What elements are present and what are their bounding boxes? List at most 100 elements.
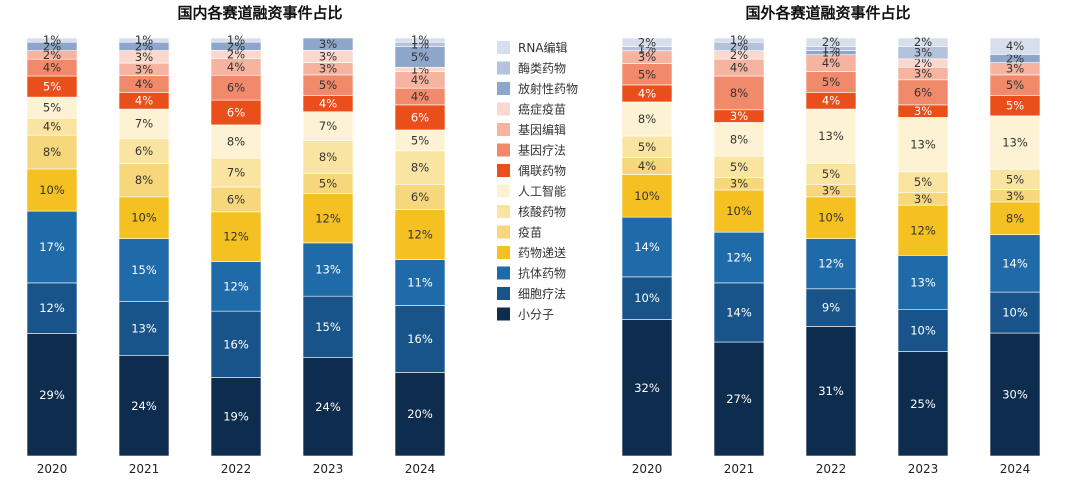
bar-segment (989, 115, 1041, 170)
bar-segment (713, 282, 765, 343)
legend-swatch (497, 102, 510, 116)
bar-data-label: 10% (818, 211, 844, 225)
bar-data-label: 6% (227, 192, 245, 206)
bar-data-label: 5% (411, 50, 429, 64)
bar-data-label: 12% (910, 223, 936, 237)
bar-data-label: 4% (411, 90, 429, 104)
bar-segment (118, 355, 170, 457)
legend-label: 小分子 (518, 308, 554, 322)
bar-data-label: 8% (43, 145, 61, 159)
bar-data-label: 4% (730, 61, 748, 75)
bar-data-label: 4% (822, 56, 840, 70)
bar-data-label: 20% (407, 407, 433, 421)
bar-segment (897, 255, 949, 311)
bar-data-label: 16% (407, 332, 433, 346)
bar-data-label: 8% (730, 132, 748, 146)
bar-segment (26, 333, 78, 457)
bar-segment (210, 37, 262, 43)
bar-data-label: 2% (914, 56, 932, 70)
bar-segment (897, 351, 949, 457)
x-tick-label: 2021 (129, 462, 160, 476)
bar-segment (118, 301, 170, 356)
bar-data-label: 1% (135, 33, 153, 47)
bar-data-label: 12% (315, 211, 341, 225)
bar-data-label: 9% (822, 301, 840, 315)
bar-data-label: 8% (227, 134, 245, 148)
bar-data-label: 5% (411, 133, 429, 147)
bar-segment (394, 259, 446, 306)
bar-segment (302, 111, 354, 141)
bar-data-label: 6% (227, 105, 245, 119)
bar-segment (118, 238, 170, 302)
bar-data-label: 6% (411, 110, 429, 124)
bar-data-label: 12% (818, 257, 844, 271)
bar-segment (805, 108, 857, 164)
bar-data-label: 13% (818, 129, 844, 143)
bar-data-label: 10% (39, 183, 65, 197)
bar-segment (897, 37, 949, 47)
x-tick-label: 2022 (221, 462, 252, 476)
bar-data-label: 4% (135, 94, 153, 108)
bar-data-label: 16% (223, 337, 249, 351)
bar-data-label: 5% (1006, 99, 1024, 113)
bar-data-label: 4% (227, 60, 245, 74)
bar-segment (210, 157, 262, 188)
bar-data-label: 8% (135, 173, 153, 187)
bar-data-label: 2% (822, 35, 840, 49)
bar-data-label: 5% (822, 75, 840, 89)
bar-segment (989, 234, 1041, 293)
bar-data-label: 5% (822, 167, 840, 181)
legend-swatch (497, 61, 510, 75)
bar-segment (26, 282, 78, 334)
bar-segment (394, 184, 446, 210)
bar-data-label: 11% (407, 276, 433, 290)
legend-label: 基因编辑 (518, 122, 566, 137)
bar-data-label: 3% (730, 177, 748, 191)
legend-swatch (497, 266, 510, 280)
bar-data-label: 6% (135, 144, 153, 158)
bar-data-label: 1% (730, 33, 748, 47)
bar-data-label: 3% (135, 50, 153, 64)
bar-data-label: 4% (319, 97, 337, 111)
bar-data-label: 5% (1006, 172, 1024, 186)
x-tick-label: 2023 (313, 462, 344, 476)
bar-data-label: 3% (1006, 62, 1024, 76)
bar-data-label: 14% (1002, 256, 1028, 270)
x-tick-label: 2020 (632, 462, 663, 476)
bar-data-label: 2% (135, 39, 153, 53)
legend-swatch (497, 123, 510, 136)
bar-segment (713, 75, 765, 111)
bar-segment (394, 104, 446, 131)
bar-data-label: 6% (914, 85, 932, 99)
bar-data-label: 25% (910, 397, 936, 411)
bar-data-label: 2% (730, 48, 748, 62)
legend-label: 基因疗法 (518, 144, 566, 158)
bar-data-label: 5% (914, 175, 932, 189)
bar-data-label: 4% (822, 94, 840, 108)
bar-data-label: 5% (43, 101, 61, 115)
chart-title-domestic: 国内各赛道融资事件占比 (177, 4, 342, 22)
bar-segment (210, 310, 262, 378)
bar-data-label: 2% (638, 35, 656, 49)
bar-data-label: 15% (131, 263, 157, 277)
bar-data-label: 2% (1006, 51, 1024, 65)
bar-data-label: 10% (910, 324, 936, 338)
bar-segment (210, 211, 262, 262)
bar-segment (713, 231, 765, 284)
bar-segment (394, 37, 446, 43)
bar-data-label: 13% (1002, 136, 1028, 150)
bar-data-label: 5% (319, 176, 337, 190)
bar-segment (118, 138, 170, 164)
bar-data-label: 2% (227, 39, 245, 53)
bar-data-label: 8% (319, 150, 337, 164)
bar-segment (302, 193, 354, 244)
bar-segment (621, 174, 673, 218)
bar-data-label: 8% (411, 161, 429, 175)
chart-title-overseas: 国外各赛道融资事件占比 (745, 4, 910, 22)
x-tick-label: 2024 (1000, 462, 1031, 476)
bar-data-label: 12% (726, 251, 752, 265)
legend-swatch (497, 287, 510, 300)
bar-data-label: 10% (634, 291, 660, 305)
bar-data-label: 3% (135, 62, 153, 76)
